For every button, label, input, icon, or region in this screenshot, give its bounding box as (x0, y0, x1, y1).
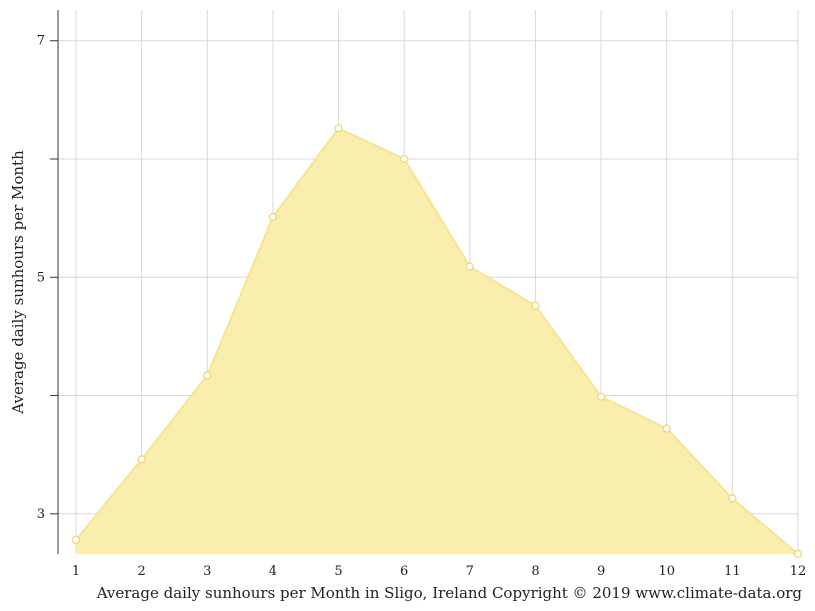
data-point (268, 212, 278, 222)
data-point (531, 301, 540, 310)
data-point (596, 392, 606, 401)
x-tick-label: 8 (531, 564, 539, 579)
y-axis-label: Average daily sunhours per Month (9, 150, 27, 415)
sunhours-area (76, 128, 798, 555)
data-point (728, 494, 737, 503)
data-point (137, 455, 146, 464)
x-tick-label: 3 (203, 564, 211, 579)
x-tick-label: 12 (790, 564, 807, 579)
data-point (71, 535, 81, 544)
chart-caption: Average daily sunhours per Month in Slig… (96, 584, 803, 602)
y-tick-labels: 3 5 7 (37, 34, 58, 522)
x-tick-label: 5 (334, 564, 342, 579)
data-point (662, 424, 671, 433)
data-point (203, 371, 212, 380)
data-point (334, 124, 343, 133)
x-tick-label: 9 (597, 564, 605, 579)
data-point (465, 262, 474, 271)
x-tick-label: 11 (724, 564, 741, 579)
x-tick-labels: 1 2 3 4 5 6 7 8 9 10 11 12 (72, 564, 806, 579)
x-tick-label: 7 (466, 564, 474, 579)
x-tick-label: 2 (137, 564, 145, 579)
y-tick-label: 5 (37, 270, 45, 285)
y-tick-label: 7 (37, 34, 45, 49)
x-tick-label: 6 (400, 564, 408, 579)
y-tick-label: 3 (37, 507, 45, 522)
x-tick-label: 4 (269, 564, 277, 579)
x-tick-label: 10 (658, 564, 675, 579)
data-point (400, 154, 409, 164)
data-points (71, 124, 803, 559)
x-tick-label: 1 (72, 564, 80, 579)
sunhours-line (75, 127, 799, 555)
data-point (793, 549, 803, 559)
